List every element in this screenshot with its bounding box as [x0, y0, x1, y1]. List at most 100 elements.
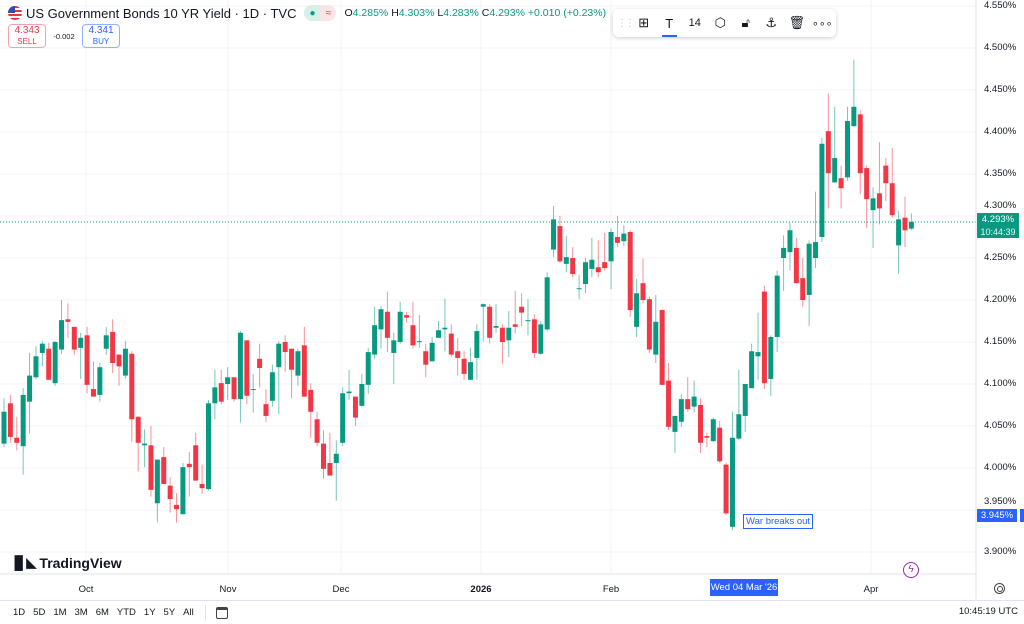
candle [378, 305, 384, 349]
drawing-toolbar: ⋮⋮ ⊞ T 14 ⬡ 🔓︎ ⚓︎ 🗑︎ ∘∘∘ [613, 9, 836, 37]
text-color-icon[interactable]: T [657, 16, 683, 37]
candle [857, 110, 863, 195]
candle-body [832, 158, 838, 183]
buy-button[interactable]: 4.341 BUY [82, 24, 120, 48]
anchor-icon[interactable]: ⚓︎ [765, 15, 778, 30]
candle [148, 426, 154, 497]
candle [838, 165, 844, 209]
candle [46, 342, 52, 380]
candle [359, 373, 365, 407]
candle-body [749, 351, 755, 389]
candle-body [122, 348, 128, 376]
market-status[interactable]: ● ≈ [304, 5, 337, 21]
go-to-date-icon[interactable] [215, 606, 228, 619]
candle [717, 420, 723, 463]
candle [346, 369, 352, 400]
drag-handle-icon[interactable]: ⋮⋮ [617, 17, 635, 29]
range-button[interactable]: 6M [95, 607, 109, 618]
candle [352, 396, 358, 426]
candle [327, 432, 333, 476]
tradingview-logo[interactable]: ▐▌◣ TradingView [10, 555, 122, 571]
time-tick-label: Apr [863, 584, 879, 595]
candle [142, 429, 148, 468]
range-button[interactable]: 1M [53, 607, 67, 618]
candle [551, 205, 557, 258]
candle [33, 346, 39, 379]
candle-body [90, 389, 96, 397]
candle [39, 341, 45, 367]
candle [519, 293, 525, 327]
range-button[interactable]: 5D [33, 607, 46, 618]
candle [467, 347, 473, 380]
range-button[interactable]: 5Y [163, 607, 176, 618]
candle-body [244, 340, 250, 396]
symbol-title[interactable]: US Government Bonds 10 YR Yield · 1D · T… [26, 5, 297, 21]
candle-body [237, 332, 243, 400]
candle [608, 228, 614, 290]
price-chart[interactable] [0, 0, 1024, 600]
candle [621, 225, 627, 247]
candle [768, 335, 774, 396]
settings-icon[interactable]: ⬡ [714, 15, 726, 30]
text-annotation[interactable]: War breaks out [743, 514, 814, 529]
candle [844, 106, 850, 181]
candle-body [250, 389, 256, 391]
candle [889, 147, 895, 218]
range-button[interactable]: 1D [13, 607, 26, 618]
range-button[interactable]: YTD [116, 607, 136, 618]
add-to-group-icon[interactable]: ⊞ [638, 15, 650, 30]
time-tick-label: 2026 [470, 584, 492, 595]
candle-body [781, 247, 787, 258]
chart-settings-icon[interactable] [994, 583, 1005, 594]
candle-body [902, 217, 908, 231]
clock[interactable]: 10:45:19 UTC [958, 606, 1018, 617]
candle [397, 301, 403, 344]
range-button[interactable]: 3M [74, 607, 88, 618]
candle [723, 462, 729, 516]
candle [116, 354, 122, 386]
candle-body [531, 319, 537, 353]
lightning-icon[interactable]: ϟ [903, 562, 919, 578]
price-tick-label: 4.400% [984, 126, 1017, 137]
more-icon[interactable]: ∘∘∘ [811, 17, 833, 30]
candle-body [225, 377, 231, 384]
candle [416, 315, 422, 348]
candle-body [84, 335, 90, 385]
candle-body [340, 393, 346, 443]
font-size-button[interactable]: 14 [688, 17, 701, 29]
candle [499, 324, 505, 364]
candle-body [193, 445, 199, 481]
candle [781, 235, 787, 291]
range-button[interactable]: 1Y [143, 607, 156, 618]
candle [634, 279, 640, 337]
candle [729, 411, 735, 531]
candle [659, 309, 665, 385]
candle-body [774, 275, 780, 337]
sell-button[interactable]: 4.343 SELL [8, 24, 46, 48]
candle [691, 380, 697, 413]
candle-body [129, 353, 135, 420]
candle-body [672, 415, 678, 432]
candle [52, 341, 58, 386]
candle [404, 311, 410, 323]
bar-countdown: 10:44:39 [980, 227, 1016, 237]
candle [557, 216, 563, 264]
candle-body [346, 391, 352, 394]
candle-body [436, 330, 442, 338]
candle [90, 361, 96, 397]
candle [755, 312, 761, 380]
candle [614, 216, 620, 248]
lock-icon[interactable]: 🔓︎ [741, 15, 750, 30]
range-button[interactable]: All [183, 607, 194, 618]
candle [793, 237, 799, 284]
candle-body [768, 336, 774, 379]
candle [129, 351, 135, 442]
candle-body [289, 348, 295, 370]
candle [193, 432, 199, 481]
candle [161, 447, 167, 484]
candle-body [487, 306, 493, 338]
candle [749, 343, 755, 389]
delete-icon[interactable]: 🗑︎ [788, 15, 805, 30]
candle-body [97, 367, 103, 395]
chart-grid [0, 0, 976, 574]
